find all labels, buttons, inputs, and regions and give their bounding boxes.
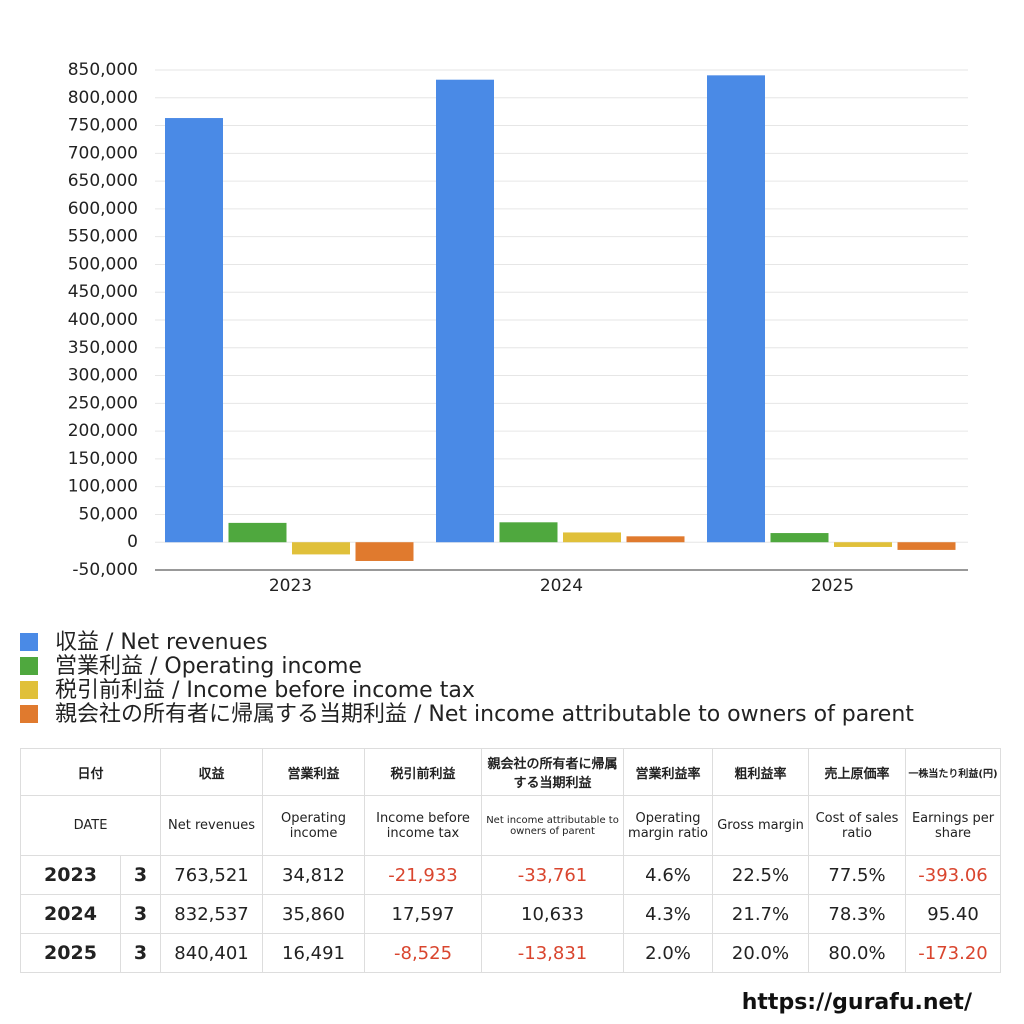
table-cell: 840,401 — [160, 933, 264, 973]
table-cell: Earnings per share — [905, 795, 1002, 856]
table-cell: 78.3% — [808, 894, 907, 934]
legend-label: 営業利益 / Operating income — [55, 654, 362, 679]
bar — [770, 533, 829, 543]
legend-swatch — [20, 633, 38, 651]
y-tick-label: -50,000 — [72, 560, 138, 580]
table-cell: Net revenues — [160, 795, 264, 856]
table-cell: 3 — [119, 933, 162, 973]
table-cell: Income before income tax — [364, 795, 483, 856]
table-cell: 4.6% — [623, 855, 714, 895]
y-tick-label: 0 — [127, 532, 138, 552]
header-row: DATE Net revenues Operating income Income b… — [19, 795, 1002, 856]
y-tick-label: 650,000 — [68, 171, 138, 191]
bar — [626, 536, 685, 543]
x-tick-label: 2024 — [540, 576, 583, 596]
y-tick-label: 300,000 — [68, 366, 138, 386]
table-cell: 20.0% — [712, 933, 810, 973]
legend-swatch — [20, 657, 38, 675]
table-cell: 営業利益 — [262, 748, 366, 796]
table-cell: 2.0% — [623, 933, 714, 973]
y-tick-label: 700,000 — [68, 143, 138, 163]
table-cell: 2023 — [20, 855, 121, 895]
table-cell: -8,525 — [364, 933, 483, 973]
table-cell: 10,633 — [481, 894, 625, 934]
data-table: 日付 収益 営業利益 税引前利益 親会社の所有者に帰属する当期利益 営業利益率 粗利益率 売上… — [19, 748, 1002, 973]
table-cell: 77.5% — [808, 855, 907, 895]
table-cell: 税引前利益 — [364, 748, 483, 796]
table-cell: 16,491 — [262, 933, 366, 973]
table-cell: 2025 — [20, 933, 121, 973]
table-cell: -33,761 — [481, 855, 625, 895]
legend-label: 親会社の所有者に帰属する当期利益 / Net income attributab… — [55, 702, 914, 727]
table-cell: 80.0% — [808, 933, 907, 973]
y-tick-label: 250,000 — [68, 393, 138, 413]
bar — [228, 522, 287, 543]
table-cell: 2024 — [20, 894, 121, 934]
legend-swatch — [20, 705, 38, 723]
table-cell: 売上原価率 — [808, 748, 907, 796]
table-cell: 35,860 — [262, 894, 366, 934]
data-row: 2025 3 840,401 16,491 -8,525 -13,831 2.0% 20.0%… — [20, 933, 1002, 973]
table-cell: 34,812 — [262, 855, 366, 895]
bar — [499, 522, 558, 543]
table-cell: 3 — [119, 855, 162, 895]
y-tick-label: 500,000 — [68, 254, 138, 274]
table-cell: 832,537 — [160, 894, 264, 934]
y-tick-label: 400,000 — [68, 310, 138, 330]
x-tick-label: 2023 — [269, 576, 312, 596]
table-cell: Cost of sales ratio — [808, 795, 907, 856]
legend-label: 税引前利益 / Income before income tax — [55, 678, 475, 703]
y-tick-label: 550,000 — [68, 227, 138, 247]
chart: -50,000 0 50,000 100,000 150,000 200,000 250,0… — [20, 60, 968, 727]
table-cell: DATE — [19, 795, 162, 856]
x-tick-label: 2025 — [811, 576, 854, 596]
y-tick-label: 50,000 — [79, 504, 138, 524]
header-row: 日付 収益 営業利益 税引前利益 親会社の所有者に帰属する当期利益 営業利益率 粗利益率 売上… — [19, 748, 1002, 796]
legend-swatch — [20, 681, 38, 699]
table-cell: 日付 — [19, 748, 162, 796]
y-tick-label: 200,000 — [68, 421, 138, 441]
bar — [355, 542, 414, 561]
table-cell: 22.5% — [712, 855, 810, 895]
bar — [292, 542, 350, 555]
table-cell: -173.20 — [905, 933, 1002, 973]
table-cell: Operating income — [262, 795, 366, 856]
table-cell: Net income attributable to owners of par… — [481, 795, 625, 856]
bar — [834, 542, 892, 547]
table-cell: 4.3% — [623, 894, 714, 934]
table-cell: 営業利益率 — [623, 748, 714, 796]
bar — [165, 118, 223, 543]
y-tick-label: 800,000 — [68, 88, 138, 108]
y-tick-label: 100,000 — [68, 477, 138, 497]
y-tick-label: 750,000 — [68, 116, 138, 136]
bar — [707, 75, 765, 543]
table-cell: -393.06 — [905, 855, 1002, 895]
table-cell: 一株当たり利益(円) — [905, 748, 1002, 796]
y-tick-label: 600,000 — [68, 199, 138, 219]
table-cell: 17,597 — [364, 894, 483, 934]
table-cell: 21.7% — [712, 894, 810, 934]
table-cell: Operating margin ratio — [623, 795, 714, 856]
bar — [897, 542, 956, 550]
table-cell: 親会社の所有者に帰属する当期利益 — [481, 748, 625, 796]
data-row: 2024 3 832,537 35,860 17,597 10,633 4.3% 21.7% 7… — [20, 894, 1002, 934]
data-row: 2023 3 763,521 34,812 -21,933 -33,761 4.6% 22.5… — [20, 855, 1002, 895]
table-cell: 95.40 — [905, 894, 1002, 934]
table-cell: Gross margin — [712, 795, 810, 856]
bar — [436, 79, 494, 543]
table-cell: 粗利益率 — [712, 748, 810, 796]
table-cell: 収益 — [160, 748, 264, 796]
y-tick-label: 150,000 — [68, 449, 138, 469]
y-tick-label: 850,000 — [68, 60, 138, 80]
y-tick-label: 350,000 — [68, 338, 138, 358]
table-cell: -21,933 — [364, 855, 483, 895]
table-cell: -13,831 — [481, 933, 625, 973]
bar — [563, 532, 621, 543]
legend-label: 収益 / Net revenues — [55, 630, 268, 655]
table-cell: 3 — [119, 894, 162, 934]
source-url: https://gurafu.net/ — [741, 990, 972, 1015]
table-cell: 763,521 — [160, 855, 264, 895]
y-tick-label: 450,000 — [68, 282, 138, 302]
